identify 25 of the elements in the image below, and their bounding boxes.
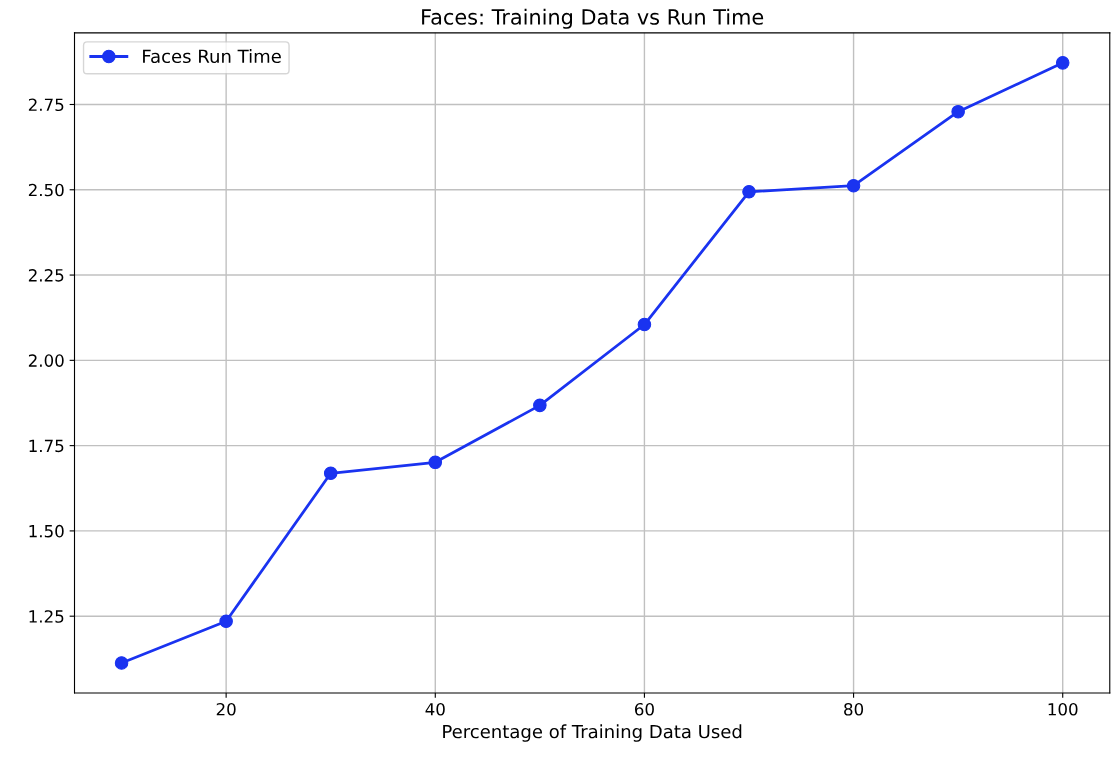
y-tick-label: 1.50 — [29, 524, 64, 538]
x-tick-label: 60 — [634, 702, 654, 716]
x-axis-title: Percentage of Training Data Used — [443, 724, 742, 742]
y-tick-label: 2.25 — [28, 269, 64, 282]
x-tick-label: 40 — [425, 702, 445, 716]
y-tick-label: 1.25 — [29, 610, 64, 623]
point — [1055, 56, 1070, 70]
point — [533, 398, 547, 413]
point — [846, 178, 861, 193]
point — [323, 466, 338, 481]
point — [637, 317, 652, 332]
point — [951, 104, 965, 119]
x-tick-label: 80 — [844, 702, 864, 716]
point — [219, 614, 233, 629]
x-tick-label: 20 — [216, 702, 236, 716]
y-tick-label: 1.75 — [29, 439, 64, 453]
chart-title: Faces: Training Data vs Run Time — [422, 8, 764, 29]
point — [114, 656, 129, 670]
y-tick-label: 2.50 — [28, 183, 64, 197]
point — [742, 185, 756, 199]
y-tick-label: 2.00 — [28, 354, 64, 367]
point — [428, 455, 443, 470]
y-tick-label: 2.75 — [28, 98, 64, 112]
x-tick-label: 100 — [1048, 702, 1078, 716]
legend-label: Faces Run Time — [143, 49, 281, 64]
